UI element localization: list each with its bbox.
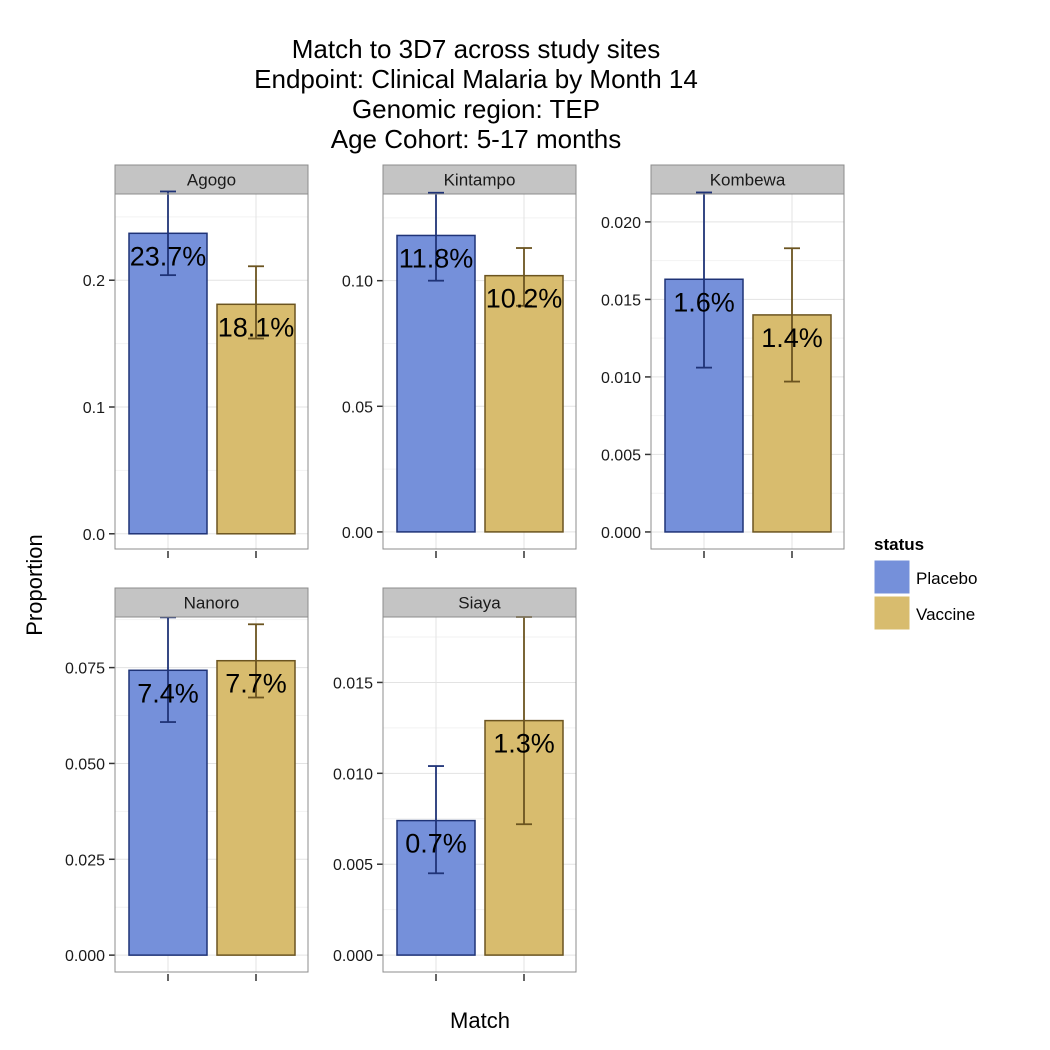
legend: status Placebo Vaccine [873, 535, 977, 631]
bar-data-label: 11.8% [399, 243, 474, 273]
bar-data-label: 7.7% [225, 669, 287, 699]
bar-vaccine [484, 274, 564, 533]
legend-label-vaccine: Vaccine [916, 605, 975, 624]
facet-strip [114, 164, 309, 195]
facet-strip-label: Nanoro [184, 594, 240, 613]
legend-key-vaccine [873, 595, 911, 631]
y-tick-label: 0.2 [83, 273, 105, 290]
y-tick-label: 0.000 [65, 948, 105, 965]
y-tick-label: 0.005 [333, 857, 373, 874]
panel-border [382, 193, 577, 550]
bar-data-label: 1.3% [493, 729, 555, 759]
chart-title-line: Match to 3D7 across study sites [292, 34, 660, 64]
y-axis-title: Proportion [22, 534, 47, 636]
bar-data-label: 23.7% [130, 241, 207, 271]
y-tick-label: 0.015 [333, 675, 373, 692]
y-tick-label: 0.000 [601, 525, 641, 542]
legend-label-placebo: Placebo [916, 569, 977, 588]
y-tick-label: 0.000 [333, 948, 373, 965]
y-tick-label: 0.075 [65, 661, 105, 678]
bar-data-label: 7.4% [137, 678, 199, 708]
panel-kombewa: Kombewa 0.000 0.005 0.010 0.015 0.020 1.6% 1.4% [601, 164, 845, 558]
y-tick-label: 0.050 [65, 756, 105, 773]
bar-data-label: 18.1% [218, 312, 295, 342]
bar-data-label: 10.2% [486, 284, 563, 314]
facet-strip-label: Agogo [187, 171, 236, 190]
facet-strip [382, 164, 577, 195]
chart-title-line: Age Cohort: 5-17 months [331, 124, 622, 154]
panel-siaya: Siaya 0.000 0.005 0.010 0.015 0.7% 1.3% [333, 587, 577, 981]
chart-panels: Agogo 0.0 0.1 0.2 23.7% 18.1% Kintampo 0.00 0.05… [65, 164, 845, 981]
bar-placebo [128, 232, 208, 535]
bar-data-label: 0.7% [405, 829, 467, 859]
bar-placebo [396, 234, 476, 533]
y-tick-label: 0.10 [342, 274, 373, 291]
y-tick-label: 0.020 [601, 215, 641, 232]
panel-nanoro: Nanoro 0.000 0.025 0.050 0.075 7.4% 7.7% [65, 587, 309, 981]
facet-strip-label: Kintampo [444, 171, 516, 190]
y-tick-label: 0.010 [601, 370, 641, 387]
y-tick-label: 0.1 [83, 400, 105, 417]
chart-title-line: Endpoint: Clinical Malaria by Month 14 [254, 64, 698, 94]
panel-border [650, 193, 845, 550]
facet-strip-label: Kombewa [710, 171, 786, 190]
panel-kintampo: Kintampo 0.00 0.05 0.10 11.8% 10.2% [342, 164, 577, 558]
x-axis-title: Match [450, 1008, 510, 1033]
bar-data-label: 1.4% [761, 323, 823, 353]
y-tick-label: 0.010 [333, 766, 373, 783]
panel-border [382, 616, 577, 973]
panel-border [114, 193, 309, 550]
y-tick-label: 0.015 [601, 292, 641, 309]
y-tick-label: 0.005 [601, 447, 641, 464]
legend-title: status [874, 535, 924, 554]
y-tick-label: 0.0 [83, 527, 105, 544]
bar-vaccine [216, 659, 296, 956]
panel-border [114, 616, 309, 973]
chart-title-line: Genomic region: TEP [352, 94, 600, 124]
bar-data-label: 1.6% [673, 287, 735, 317]
legend-key-placebo [873, 559, 911, 595]
chart-title: Match to 3D7 across study sitesEndpoint:… [254, 34, 698, 154]
y-tick-label: 0.05 [342, 399, 373, 416]
y-tick-label: 0.025 [65, 852, 105, 869]
facet-strip [382, 587, 577, 618]
y-tick-label: 0.00 [342, 525, 373, 542]
facet-strip-label: Siaya [458, 594, 501, 613]
panel-agogo: Agogo 0.0 0.1 0.2 23.7% 18.1% [83, 164, 309, 558]
